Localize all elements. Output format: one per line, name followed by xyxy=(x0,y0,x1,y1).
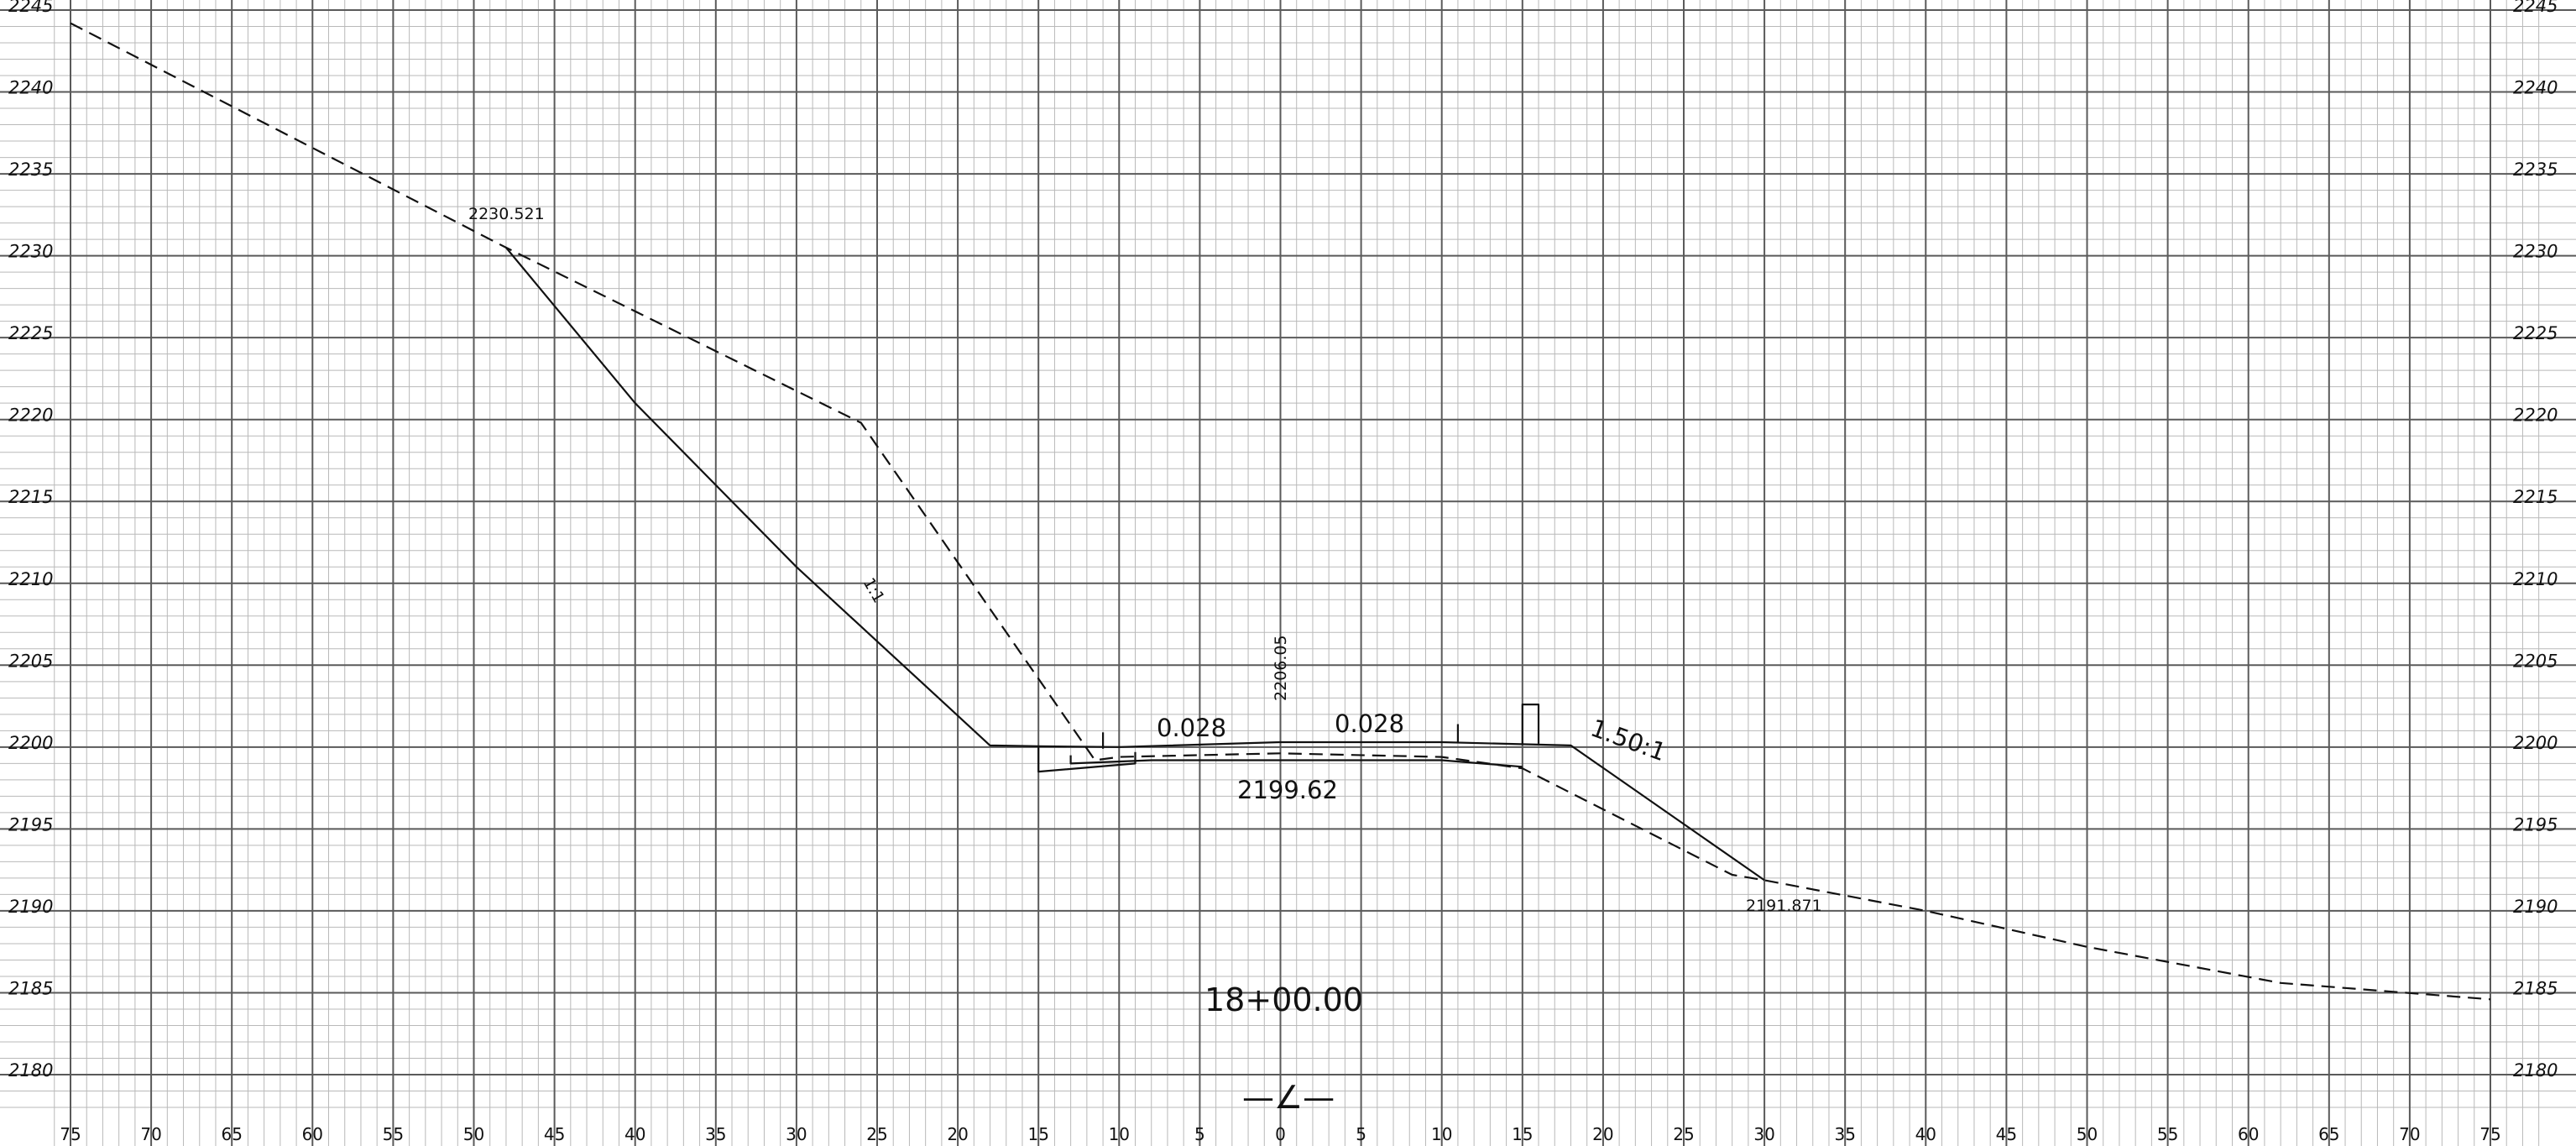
elevation-tick-label: 2225 xyxy=(2513,323,2558,343)
left-elevation-labels: 2245 2240 2235 2230 2225 2220 2215 2210 2205 2200… xyxy=(8,0,53,1081)
offset-tick-label: 10 xyxy=(1431,1124,1452,1144)
right-catch-elevation-label: 2191.871 xyxy=(1746,897,1822,915)
elevation-tick-label: 2225 xyxy=(8,323,53,343)
design-section-line xyxy=(1521,703,1540,744)
elevation-tick-label: 2240 xyxy=(8,78,53,98)
elevation-tick-label: 2240 xyxy=(2513,78,2558,98)
design-section-line xyxy=(1037,746,1136,773)
centerline-elevation-label: 2206.05 xyxy=(1272,635,1290,701)
elevation-tick-label: 2220 xyxy=(8,406,53,426)
right-cross-slope-label: 0.028 xyxy=(1335,709,1404,738)
elevation-tick-label: 2210 xyxy=(2513,569,2558,589)
elevation-tick-label: 2235 xyxy=(2513,160,2558,180)
profile-lines xyxy=(70,22,2491,1001)
elevation-tick-label: 2190 xyxy=(2513,897,2558,917)
offset-tick-label: 60 xyxy=(2238,1124,2259,1144)
centerline-symbol: —∠— xyxy=(1242,1079,1335,1116)
elevation-tick-label: 2230 xyxy=(2513,242,2558,262)
offset-tick-label: 35 xyxy=(705,1124,726,1144)
design-section-line xyxy=(505,247,1765,882)
elevation-tick-label: 2180 xyxy=(8,1060,53,1081)
elevation-tick-label: 2245 xyxy=(8,0,53,16)
offset-tick-label: 20 xyxy=(1592,1124,1613,1144)
elevation-tick-label: 2185 xyxy=(2513,978,2558,998)
offset-tick-label: 65 xyxy=(2318,1124,2339,1144)
elevation-tick-label: 2235 xyxy=(8,160,53,180)
offset-tick-label: 55 xyxy=(2157,1124,2178,1144)
offset-tick-label: 50 xyxy=(2077,1124,2098,1144)
offset-tick-label: 70 xyxy=(140,1124,161,1144)
elevation-tick-label: 2210 xyxy=(8,569,53,589)
offset-tick-label: 55 xyxy=(383,1124,404,1144)
offset-tick-label: 65 xyxy=(221,1124,242,1144)
elevation-tick-label: 2220 xyxy=(2513,406,2558,426)
offset-tick-label: 0 xyxy=(1275,1124,1286,1144)
elevation-tick-label: 2245 xyxy=(2513,0,2558,16)
offset-tick-label: 30 xyxy=(786,1124,807,1144)
left-catch-elevation-label: 2230.521 xyxy=(468,205,545,223)
offset-tick-label: 20 xyxy=(947,1124,968,1144)
elevation-tick-label: 2190 xyxy=(8,897,53,917)
elevation-tick-label: 2205 xyxy=(8,651,53,671)
offset-tick-label: 75 xyxy=(2479,1124,2500,1144)
offset-tick-label: 10 xyxy=(1109,1124,1130,1144)
offset-tick-label: 40 xyxy=(1915,1124,1936,1144)
elevation-tick-label: 2200 xyxy=(2513,733,2558,753)
existing-centerline-elevation-label: 2199.62 xyxy=(1237,776,1338,804)
elevation-tick-label: 2230 xyxy=(8,242,53,262)
left-cross-slope-label: 0.028 xyxy=(1157,714,1226,742)
offset-tick-label: 5 xyxy=(1194,1124,1205,1144)
offset-tick-label: 60 xyxy=(302,1124,323,1144)
elevation-tick-label: 2180 xyxy=(2513,1060,2558,1081)
offset-tick-label: 30 xyxy=(1753,1124,1774,1144)
elevation-tick-label: 2215 xyxy=(8,487,53,507)
offset-tick-label: 40 xyxy=(624,1124,645,1144)
offset-tick-label: 5 xyxy=(1356,1124,1366,1144)
offset-labels: 75 70 65 60 55 50 45 40 35 30 25 20 15 10 5 0 5 10 15 20 25 3… xyxy=(60,1124,2500,1144)
design-section-line xyxy=(1069,755,1523,768)
elevation-tick-label: 2195 xyxy=(2513,814,2558,835)
offset-tick-label: 15 xyxy=(1027,1124,1048,1144)
offset-tick-label: 35 xyxy=(1834,1124,1855,1144)
right-elevation-labels: 2245 2240 2235 2230 2225 2220 2215 2210 2205 2200… xyxy=(2513,0,2558,1081)
offset-tick-label: 25 xyxy=(866,1124,887,1144)
offset-tick-label: 45 xyxy=(544,1124,565,1144)
offset-tick-label: 75 xyxy=(60,1124,81,1144)
offset-tick-label: 50 xyxy=(463,1124,484,1144)
elevation-tick-label: 2205 xyxy=(2513,651,2558,671)
elevation-tick-label: 2215 xyxy=(2513,487,2558,507)
elevation-tick-label: 2195 xyxy=(8,814,53,835)
offset-tick-label: 15 xyxy=(1512,1124,1533,1144)
station-label: 18+00.00 xyxy=(1204,981,1363,1018)
offset-tick-label: 45 xyxy=(1996,1124,2017,1144)
offset-tick-label: 70 xyxy=(2399,1124,2420,1144)
elevation-tick-label: 2185 xyxy=(8,978,53,998)
elevation-tick-label: 2200 xyxy=(8,733,53,753)
offset-tick-label: 25 xyxy=(1673,1124,1694,1144)
